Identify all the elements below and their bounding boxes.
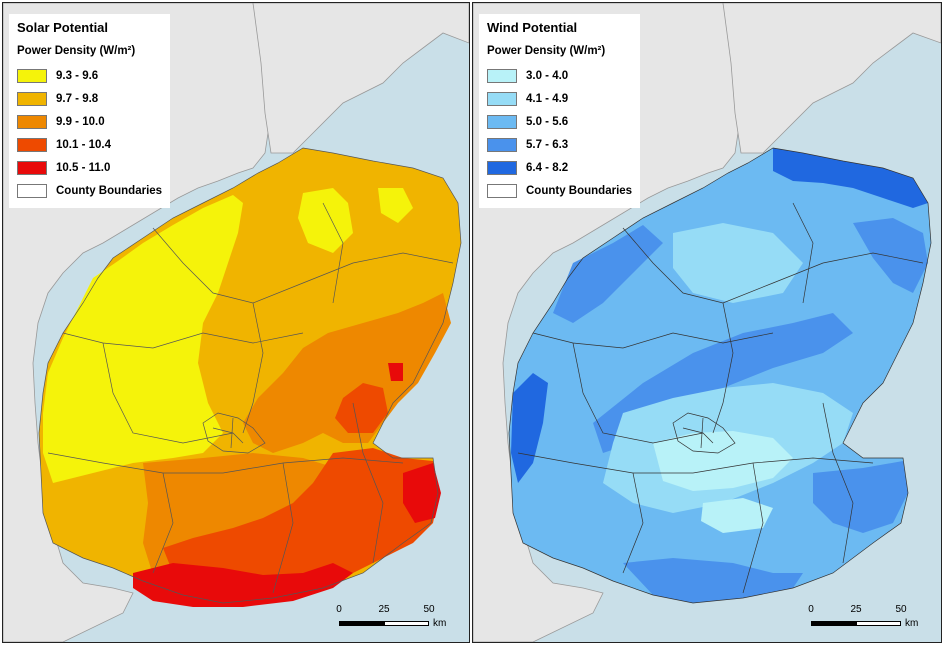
zone-3-0-b [701,498,773,533]
legend-swatch [487,68,517,83]
scale-tick: 25 [850,604,862,615]
scale-unit: km [905,618,919,629]
legend-item: 9.3 - 9.6 [17,64,162,87]
legend-label: 9.7 - 9.8 [56,92,99,105]
legend-label: 9.3 - 9.6 [56,69,99,82]
legend-swatch [17,160,47,175]
scale-unit: km [433,618,447,629]
legend-label: County Boundaries [526,184,633,197]
zone-10-1-east [335,383,388,433]
legend-item: County Boundaries [487,179,632,202]
legend-item: 9.9 - 10.0 [17,110,162,133]
legend-item: County Boundaries [17,179,162,202]
legend-item: 6.4 - 8.2 [487,156,632,179]
zone-5-7-se [813,461,908,533]
zone-10-1 [163,448,439,591]
zone-6-4-west [511,373,548,483]
background-land-north [252,3,469,154]
legend-swatch [17,91,47,106]
legend-swatch [487,160,517,175]
zone-5-7-ne [853,218,928,293]
legend-item: 9.7 - 9.8 [17,87,162,110]
legend-label: 10.5 - 11.0 [56,161,111,174]
zone-5-7 [553,225,663,323]
solar-legend: Solar Potential Power Density (W/m²) 9.3… [9,14,171,208]
scale-segment [384,621,429,626]
solar-region [39,148,461,607]
legend-swatch [487,114,517,129]
zone-9-3 [43,195,243,483]
scale-tick: 50 [895,604,907,615]
scale-tick: 0 [336,604,342,615]
county-boundaries [38,147,462,604]
legend-item: 5.0 - 5.6 [487,110,632,133]
legend-item: 10.1 - 10.4 [17,133,162,156]
county-boundaries [508,147,932,604]
legend-swatch [17,114,47,129]
legend-subtitle: Power Density (W/m²) [487,45,606,57]
legend-label: 5.0 - 5.6 [526,115,569,128]
legend-label: 5.7 - 6.3 [526,138,569,151]
zone-9-9 [243,293,451,453]
wind-map-panel: Wind Potential Power Density (W/m²) 3.0 … [472,2,942,643]
background-land-north [722,3,941,154]
legend-title: Wind Potential [487,20,578,35]
legend-title: Solar Potential [17,20,109,35]
wind-legend: Wind Potential Power Density (W/m²) 3.0 … [479,14,641,208]
zone-3-0 [653,431,793,491]
legend-swatch [17,68,47,83]
legend-swatch [17,137,47,152]
legend-item: 10.5 - 11.0 [17,156,162,179]
solar-map [3,3,469,642]
legend-label: 3.0 - 4.0 [526,69,569,82]
legend-swatch [487,137,517,152]
legend-item: 4.1 - 4.9 [487,87,632,110]
scale-segment [856,621,901,626]
zone-9-3-north [298,188,353,253]
legend-label: 10.1 - 10.4 [56,138,111,151]
zone-10-5-east [403,463,441,523]
solar-map-panel: Solar Potential Power Density (W/m²) 9.3… [2,2,470,643]
scale-segment [811,621,856,626]
legend-item: 3.0 - 4.0 [487,64,632,87]
legend-swatch-boundary [487,183,517,198]
legend-label: 6.4 - 8.2 [526,161,569,174]
scale-tick: 50 [423,604,435,615]
zone-6-4-north [773,148,928,208]
scale-tick: 25 [378,604,390,615]
wind-map [473,3,941,642]
wind-region [509,148,931,603]
legend-label: County Boundaries [56,184,163,197]
legend-label: 9.9 - 10.0 [56,115,105,128]
zone-10-5-coast [388,363,403,381]
scale-segment [339,621,384,626]
scale-bar: 0 25 50 km [333,604,453,634]
scale-tick: 0 [808,604,814,615]
legend-subtitle: Power Density (W/m²) [17,45,136,57]
legend-item: 5.7 - 6.3 [487,133,632,156]
zone-4-1-north [673,223,803,303]
zone-9-3-north2 [378,188,413,223]
zone-5-7-south [623,558,803,603]
legend-label: 4.1 - 4.9 [526,92,569,105]
legend-swatch-boundary [17,183,47,198]
scale-bar: 0 25 50 km [805,604,925,634]
legend-swatch [487,91,517,106]
